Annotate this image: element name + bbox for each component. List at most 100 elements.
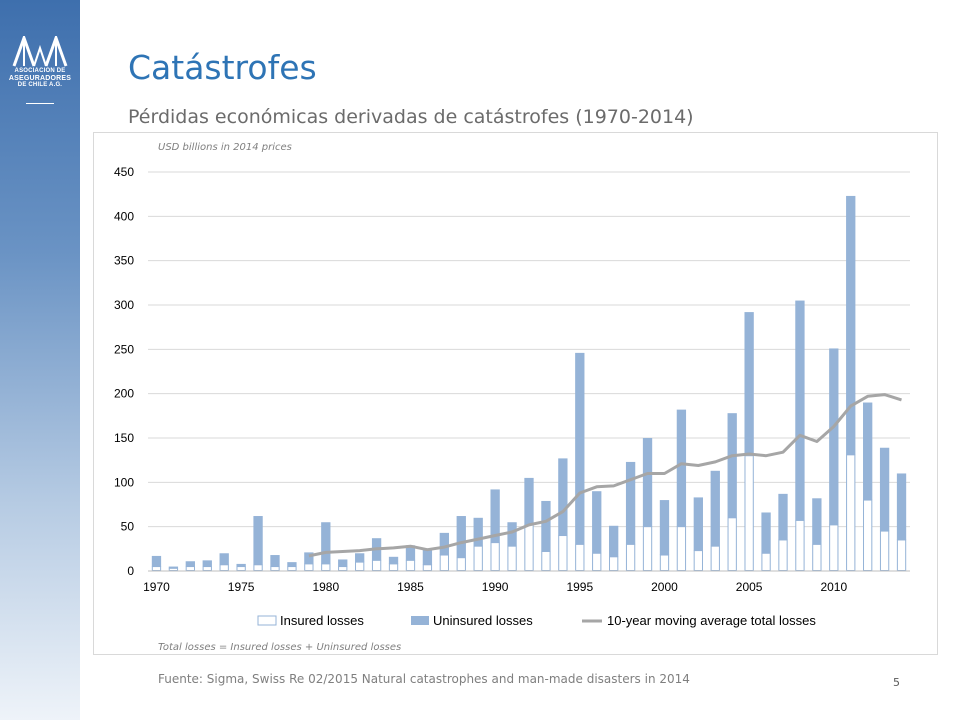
insured-bar	[609, 556, 619, 572]
insured-bar	[287, 566, 297, 571]
uninsured-bar	[507, 522, 517, 547]
insured-bar	[422, 564, 433, 572]
insured-bar	[270, 566, 280, 571]
uninsured-bar	[236, 563, 246, 567]
formula-note: Total losses = Insured losses + Uninsure…	[158, 642, 402, 653]
y-tick-label: 250	[114, 342, 134, 356]
uninsured-bar	[744, 312, 754, 456]
insured-bar	[388, 563, 399, 572]
insured-bar	[693, 550, 703, 572]
insured-bar	[151, 566, 162, 571]
logo-line-3: DE CHILE A.G.	[17, 82, 63, 88]
units-note: USD billions in 2014 prices	[158, 142, 292, 153]
logo-emblem-icon	[12, 36, 68, 67]
x-tick-label: 1995	[566, 580, 593, 594]
y-tick-label: 200	[114, 387, 134, 401]
x-tick-label: 1970	[143, 580, 170, 594]
legend-moving-average-label: 10-year moving average total losses	[607, 613, 816, 628]
uninsured-bar	[558, 458, 568, 536]
insured-bar	[219, 564, 229, 572]
uninsured-bar	[405, 545, 416, 561]
insured-bar	[879, 530, 890, 571]
sidebar-gradient: ASOCIACION DE ASEGURADORES DE CHILE A.G.	[0, 0, 80, 720]
insured-bar	[727, 517, 737, 571]
y-tick-label: 0	[127, 564, 134, 578]
uninsured-bar	[287, 562, 297, 567]
insured-bar	[812, 543, 822, 572]
insured-bar	[625, 543, 636, 572]
uninsured-bar	[829, 348, 839, 525]
source-note: Fuente: Sigma, Swiss Re 02/2015 Natural …	[158, 672, 690, 686]
insured-bar	[592, 552, 602, 571]
uninsured-bar	[524, 477, 534, 525]
insured-bar	[371, 559, 382, 571]
insured-bar	[541, 550, 551, 572]
insured-bar	[304, 563, 314, 572]
legend-insured-swatch	[257, 615, 277, 626]
x-tick-label: 2010	[820, 580, 847, 594]
uninsured-bar	[202, 560, 212, 567]
uninsured-bar	[812, 498, 822, 545]
insured-bar	[355, 561, 365, 572]
y-tick-label: 50	[121, 520, 135, 534]
insured-bar	[761, 552, 771, 571]
insured-bar	[642, 526, 653, 572]
uninsured-bar	[338, 559, 348, 567]
insured-bar	[405, 559, 416, 571]
y-tick-label: 100	[114, 475, 134, 489]
uninsured-bar	[710, 470, 720, 547]
insured-bar	[863, 499, 873, 572]
uninsured-bar	[592, 491, 602, 554]
uninsured-bar	[676, 409, 687, 527]
uninsured-bar	[778, 493, 788, 540]
y-tick-label: 300	[114, 298, 134, 312]
uninsured-bar	[863, 402, 873, 501]
uninsured-bar	[642, 438, 653, 527]
insured-bar	[236, 566, 246, 571]
uninsured-bar	[456, 516, 466, 558]
x-tick-label: 1990	[482, 580, 509, 594]
uninsured-bar	[541, 500, 551, 552]
logo-line-1: ASOCIACION DE	[14, 68, 66, 74]
uninsured-bar	[151, 555, 162, 567]
legend-insured-label: Insured losses	[280, 613, 364, 628]
uninsured-bar	[625, 461, 636, 545]
insured-bar	[321, 563, 331, 572]
logo-text: ASOCIACION DE ASEGURADORES DE CHILE A.G.	[0, 68, 80, 89]
insured-bar	[575, 543, 585, 572]
insured-bar	[473, 545, 483, 572]
insured-bar	[744, 455, 754, 572]
uninsured-bar	[609, 525, 619, 557]
uninsured-bar	[575, 352, 585, 545]
insured-bar	[846, 454, 856, 572]
x-tick-label: 2000	[651, 580, 678, 594]
insured-bar	[558, 535, 568, 571]
uninsured-bar	[761, 512, 771, 554]
insured-bar	[253, 564, 263, 572]
uninsured-bar	[473, 517, 483, 547]
uninsured-bar	[879, 447, 890, 532]
page-title: Catástrofes	[128, 48, 317, 87]
insured-bar	[896, 539, 907, 572]
x-tick-label: 1985	[397, 580, 424, 594]
page-number: 5	[893, 676, 900, 689]
insured-bar	[778, 539, 788, 572]
uninsured-bar	[896, 473, 907, 540]
uninsured-bar	[321, 522, 331, 564]
legend-uninsured-label: Uninsured losses	[433, 613, 533, 628]
insured-bar	[659, 554, 670, 571]
insured-bar	[168, 567, 179, 572]
uninsured-bar	[253, 516, 263, 565]
uninsured-bar	[846, 195, 856, 455]
x-tick-label: 1980	[312, 580, 339, 594]
x-tick-label: 2005	[736, 580, 763, 594]
uninsured-bar	[270, 555, 280, 567]
insured-bar	[439, 554, 449, 571]
uninsured-bar	[659, 500, 670, 556]
uninsured-bar	[388, 556, 399, 564]
x-tick-label: 1975	[228, 580, 255, 594]
uninsured-bar	[185, 561, 195, 567]
uninsured-bar	[168, 566, 179, 569]
uninsured-bar	[693, 497, 703, 551]
uninsured-bar	[355, 553, 365, 563]
